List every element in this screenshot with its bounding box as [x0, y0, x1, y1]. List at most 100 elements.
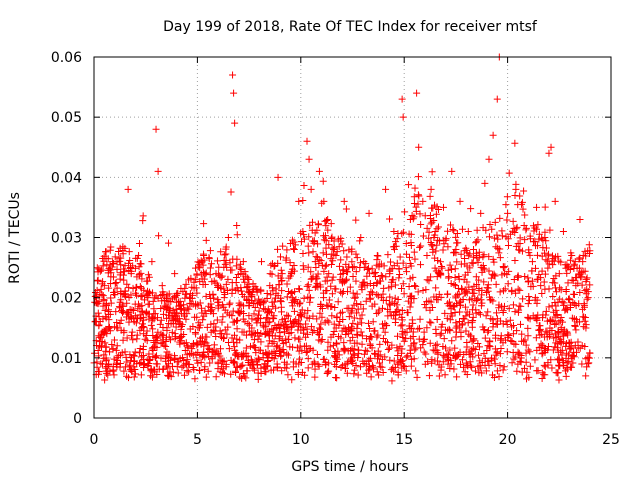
data-point [510, 224, 518, 232]
data-point [327, 260, 335, 268]
data-point [472, 309, 480, 317]
data-point [304, 355, 312, 363]
data-point [395, 274, 403, 282]
data-point [407, 334, 415, 342]
data-point [308, 226, 316, 234]
data-point [540, 344, 548, 352]
data-point [489, 255, 497, 263]
data-point-sample [233, 221, 241, 229]
data-point [551, 313, 559, 321]
data-point [496, 254, 504, 262]
data-point [447, 360, 455, 368]
data-point [542, 307, 550, 315]
x-tick-label: 5 [193, 432, 202, 448]
data-point [549, 279, 557, 287]
data-point [136, 326, 144, 334]
data-point [187, 274, 195, 282]
data-point [541, 249, 549, 257]
data-point [571, 258, 579, 266]
data-point [125, 248, 133, 256]
data-point [370, 327, 378, 335]
data-point [358, 311, 366, 319]
data-point-sample [516, 240, 524, 248]
data-point [358, 319, 366, 327]
data-point [226, 299, 234, 307]
data-point [230, 358, 238, 366]
data-point [435, 223, 443, 231]
data-point [523, 368, 531, 376]
data-point [207, 260, 215, 268]
data-point [468, 363, 476, 371]
data-point [226, 259, 234, 267]
data-point [526, 348, 534, 356]
data-point [561, 261, 569, 269]
data-point [434, 350, 442, 358]
data-point [113, 284, 121, 292]
data-point-sample [512, 185, 520, 193]
data-point [488, 371, 496, 379]
data-point [516, 320, 524, 328]
data-point [225, 339, 233, 347]
data-point [476, 362, 484, 370]
data-point [557, 338, 565, 346]
data-point [330, 320, 338, 328]
data-point [308, 328, 316, 336]
data-point [398, 313, 406, 321]
data-point [119, 243, 127, 251]
data-point [452, 233, 460, 241]
data-point [407, 239, 415, 247]
data-point [389, 243, 397, 251]
data-point-sample [204, 348, 212, 356]
data-point [446, 316, 454, 324]
data-point [138, 302, 146, 310]
data-point [387, 258, 395, 266]
data-point [132, 289, 140, 297]
data-point [425, 372, 433, 380]
data-point [390, 311, 398, 319]
data-point [425, 277, 433, 285]
data-point [229, 255, 237, 263]
data-point [269, 326, 277, 334]
data-point [117, 316, 125, 324]
data-point [371, 350, 379, 358]
data-point [117, 326, 125, 334]
data-point [283, 293, 291, 301]
data-point [106, 348, 114, 356]
data-point-sample [504, 209, 512, 217]
data-point [485, 253, 493, 261]
data-point [343, 275, 351, 283]
data-point [399, 333, 407, 341]
data-point [374, 355, 382, 363]
data-point [542, 327, 550, 335]
data-point [178, 363, 186, 371]
data-point-sample [124, 185, 132, 193]
data-point [153, 352, 161, 360]
data-point [206, 271, 214, 279]
data-point [128, 332, 135, 340]
data-point [289, 302, 297, 310]
data-point [422, 350, 430, 358]
data-point [183, 304, 191, 312]
data-point-sample [555, 270, 563, 278]
data-point [534, 221, 542, 229]
data-point-sample [398, 95, 406, 103]
data-point [484, 328, 492, 336]
data-point [315, 330, 323, 338]
data-point [113, 342, 121, 350]
data-point [327, 220, 335, 228]
data-point [441, 371, 449, 379]
data-point [552, 339, 560, 347]
data-point [419, 286, 427, 294]
data-point [264, 342, 272, 350]
data-point [325, 367, 333, 375]
data-point [325, 296, 333, 304]
data-point [263, 290, 271, 298]
data-point [183, 356, 191, 364]
data-point [425, 234, 433, 242]
data-point-sample [278, 270, 286, 278]
data-point [288, 299, 296, 307]
data-point [504, 241, 512, 249]
data-point [96, 267, 104, 275]
data-point [344, 358, 352, 366]
data-point [116, 271, 124, 279]
